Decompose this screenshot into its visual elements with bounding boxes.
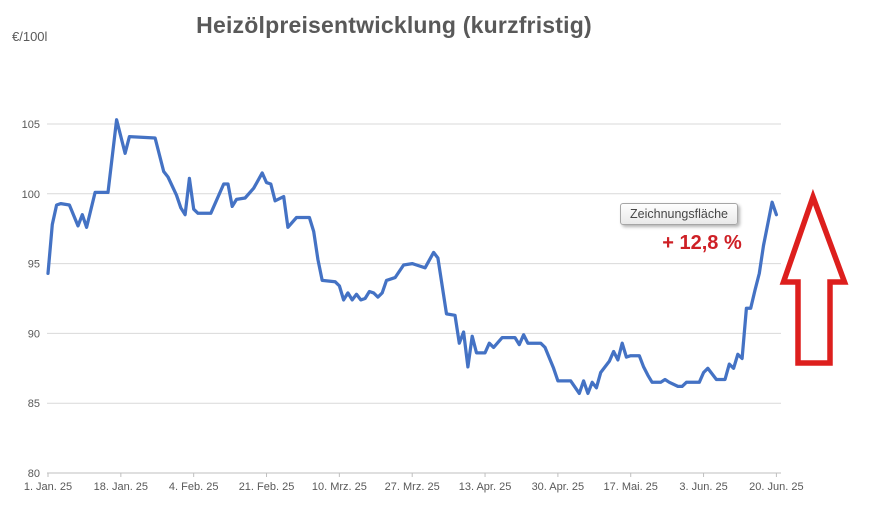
y-tick-label-100: 100 — [22, 189, 40, 201]
y-axis-unit-label: €/100l — [12, 29, 48, 44]
x-tick-label-5: 27. Mrz. 25 — [385, 481, 440, 493]
chart-title: Heizölpreisentwicklung (kurzfristig) — [196, 12, 592, 38]
x-tick-label-4: 10. Mrz. 25 — [312, 481, 367, 493]
percentage-change-label: + 12,8 % — [662, 232, 742, 254]
y-tick-label-80: 80 — [28, 468, 40, 480]
y-axis-labels: 80 85 90 95 100 105 — [22, 119, 40, 480]
y-tick-label-85: 85 — [28, 398, 40, 410]
x-axis-labels: 1. Jan. 25 18. Jan. 25 4. Feb. 25 21. Feb. … — [24, 481, 804, 493]
up-arrow-icon — [779, 188, 849, 366]
x-axis — [47, 472, 781, 477]
plot-area-tooltip-label: Zeichnungsfläche — [630, 207, 728, 221]
x-tick-label-3: 21. Feb. 25 — [239, 481, 295, 493]
price-line — [46, 118, 779, 396]
x-tick-label-2: 4. Feb. 25 — [169, 481, 219, 493]
plot-area-tooltip: Zeichnungsfläche — [620, 203, 738, 225]
x-tick-label-9: 3. Jun. 25 — [679, 481, 727, 493]
gridlines — [47, 123, 781, 404]
x-tick-label-1: 18. Jan. 25 — [94, 481, 148, 493]
x-tick-label-8: 17. Mai. 25 — [604, 481, 658, 493]
x-tick-label-7: 30. Apr. 25 — [532, 481, 585, 493]
y-tick-label-95: 95 — [28, 259, 40, 271]
x-tick-label-10: 20. Jun. 25 — [749, 481, 803, 493]
y-tick-label-105: 105 — [22, 119, 40, 131]
y-tick-label-90: 90 — [28, 328, 40, 340]
x-tick-label-6: 13. Apr. 25 — [459, 481, 512, 493]
x-tick-label-0: 1. Jan. 25 — [24, 481, 72, 493]
